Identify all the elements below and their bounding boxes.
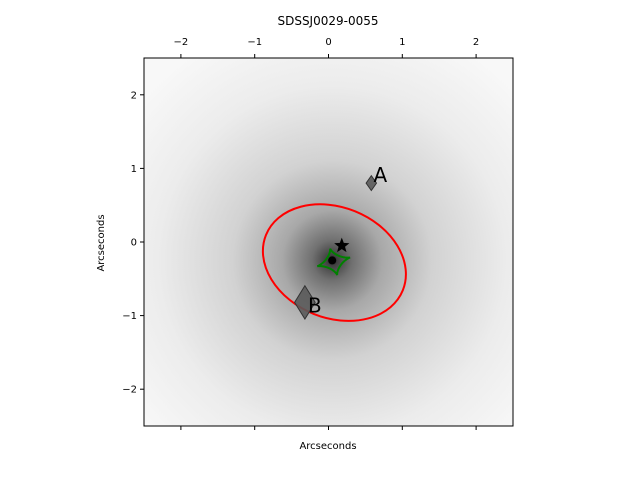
x-tick-label-top: −1 xyxy=(247,37,262,48)
caustic-curve xyxy=(316,248,351,276)
lens-light-background xyxy=(144,58,513,426)
lens-core xyxy=(328,256,337,265)
x-tick-label-top: 0 xyxy=(325,37,331,48)
x-axis: −2 −1 0 1 2 xyxy=(174,37,479,430)
y-tick-label: 0 xyxy=(131,238,137,249)
plot-area xyxy=(144,58,513,426)
x-tick-label-top: −2 xyxy=(174,37,189,48)
x-tick-label-top: 1 xyxy=(399,37,405,48)
y-tick-label: −2 xyxy=(122,385,137,396)
y-axis-title: Arcseconds xyxy=(96,214,107,271)
lensed-image-a xyxy=(365,174,378,192)
image-label-a: A xyxy=(373,163,387,187)
chart-title: SDSSJ0029-0055 xyxy=(277,14,378,28)
source-star-marker xyxy=(334,237,350,253)
critical-curve xyxy=(261,203,407,322)
y-tick-label: 1 xyxy=(131,164,137,175)
x-tick-label-top: 2 xyxy=(473,37,479,48)
lensed-image-b xyxy=(294,284,316,320)
x-axis-title: Arcseconds xyxy=(299,441,356,452)
y-tick-label: −1 xyxy=(122,311,137,322)
y-axis: −2 −1 0 1 2 xyxy=(122,90,144,396)
y-tick-label: 2 xyxy=(131,90,137,101)
image-label-b: B xyxy=(308,293,322,317)
